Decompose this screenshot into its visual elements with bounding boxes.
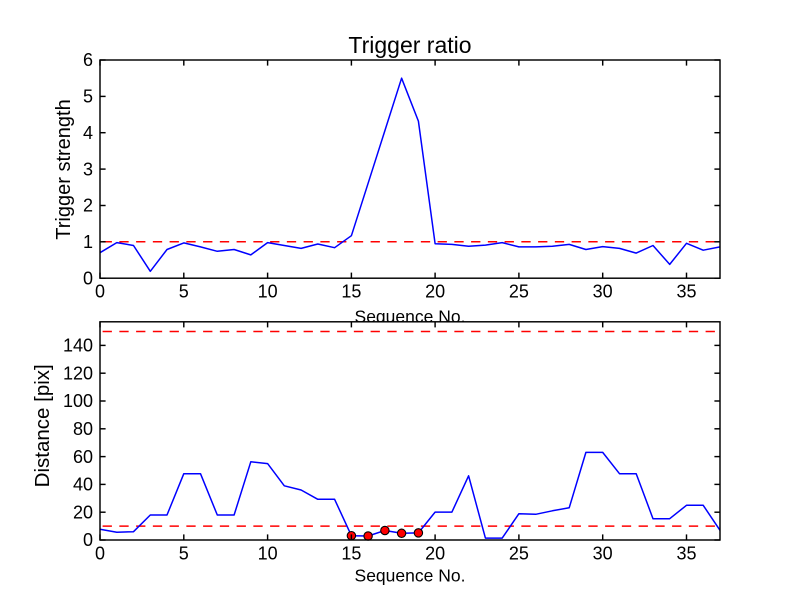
svg-text:0: 0 xyxy=(95,282,105,302)
svg-text:0: 0 xyxy=(83,530,93,550)
svg-text:15: 15 xyxy=(341,544,361,564)
svg-text:100: 100 xyxy=(63,391,93,411)
svg-text:35: 35 xyxy=(676,282,696,302)
svg-text:5: 5 xyxy=(179,282,189,302)
svg-text:Distance [pix]: Distance [pix] xyxy=(31,364,54,487)
svg-text:4: 4 xyxy=(83,123,93,143)
svg-text:0: 0 xyxy=(95,544,105,564)
svg-text:5: 5 xyxy=(179,544,189,564)
svg-text:Sequence No.: Sequence No. xyxy=(355,566,466,586)
svg-text:120: 120 xyxy=(63,363,93,383)
svg-text:15: 15 xyxy=(341,282,361,302)
svg-text:25: 25 xyxy=(509,282,529,302)
svg-text:1: 1 xyxy=(83,232,93,252)
svg-text:10: 10 xyxy=(258,544,278,564)
svg-text:6: 6 xyxy=(83,50,93,70)
svg-text:30: 30 xyxy=(593,544,613,564)
svg-text:20: 20 xyxy=(425,282,445,302)
svg-text:80: 80 xyxy=(73,419,93,439)
svg-text:10: 10 xyxy=(258,282,278,302)
svg-text:3: 3 xyxy=(83,159,93,179)
svg-text:140: 140 xyxy=(63,336,93,356)
svg-text:20: 20 xyxy=(425,544,445,564)
svg-text:2: 2 xyxy=(83,196,93,216)
svg-text:25: 25 xyxy=(509,544,529,564)
svg-text:30: 30 xyxy=(593,282,613,302)
svg-text:Trigger ratio: Trigger ratio xyxy=(348,32,471,58)
svg-text:5: 5 xyxy=(83,87,93,107)
svg-text:0: 0 xyxy=(83,268,93,288)
svg-text:Trigger strength: Trigger strength xyxy=(53,99,75,239)
svg-text:35: 35 xyxy=(676,544,696,564)
svg-text:60: 60 xyxy=(73,447,93,467)
svg-text:20: 20 xyxy=(73,502,93,522)
svg-text:40: 40 xyxy=(73,475,93,495)
